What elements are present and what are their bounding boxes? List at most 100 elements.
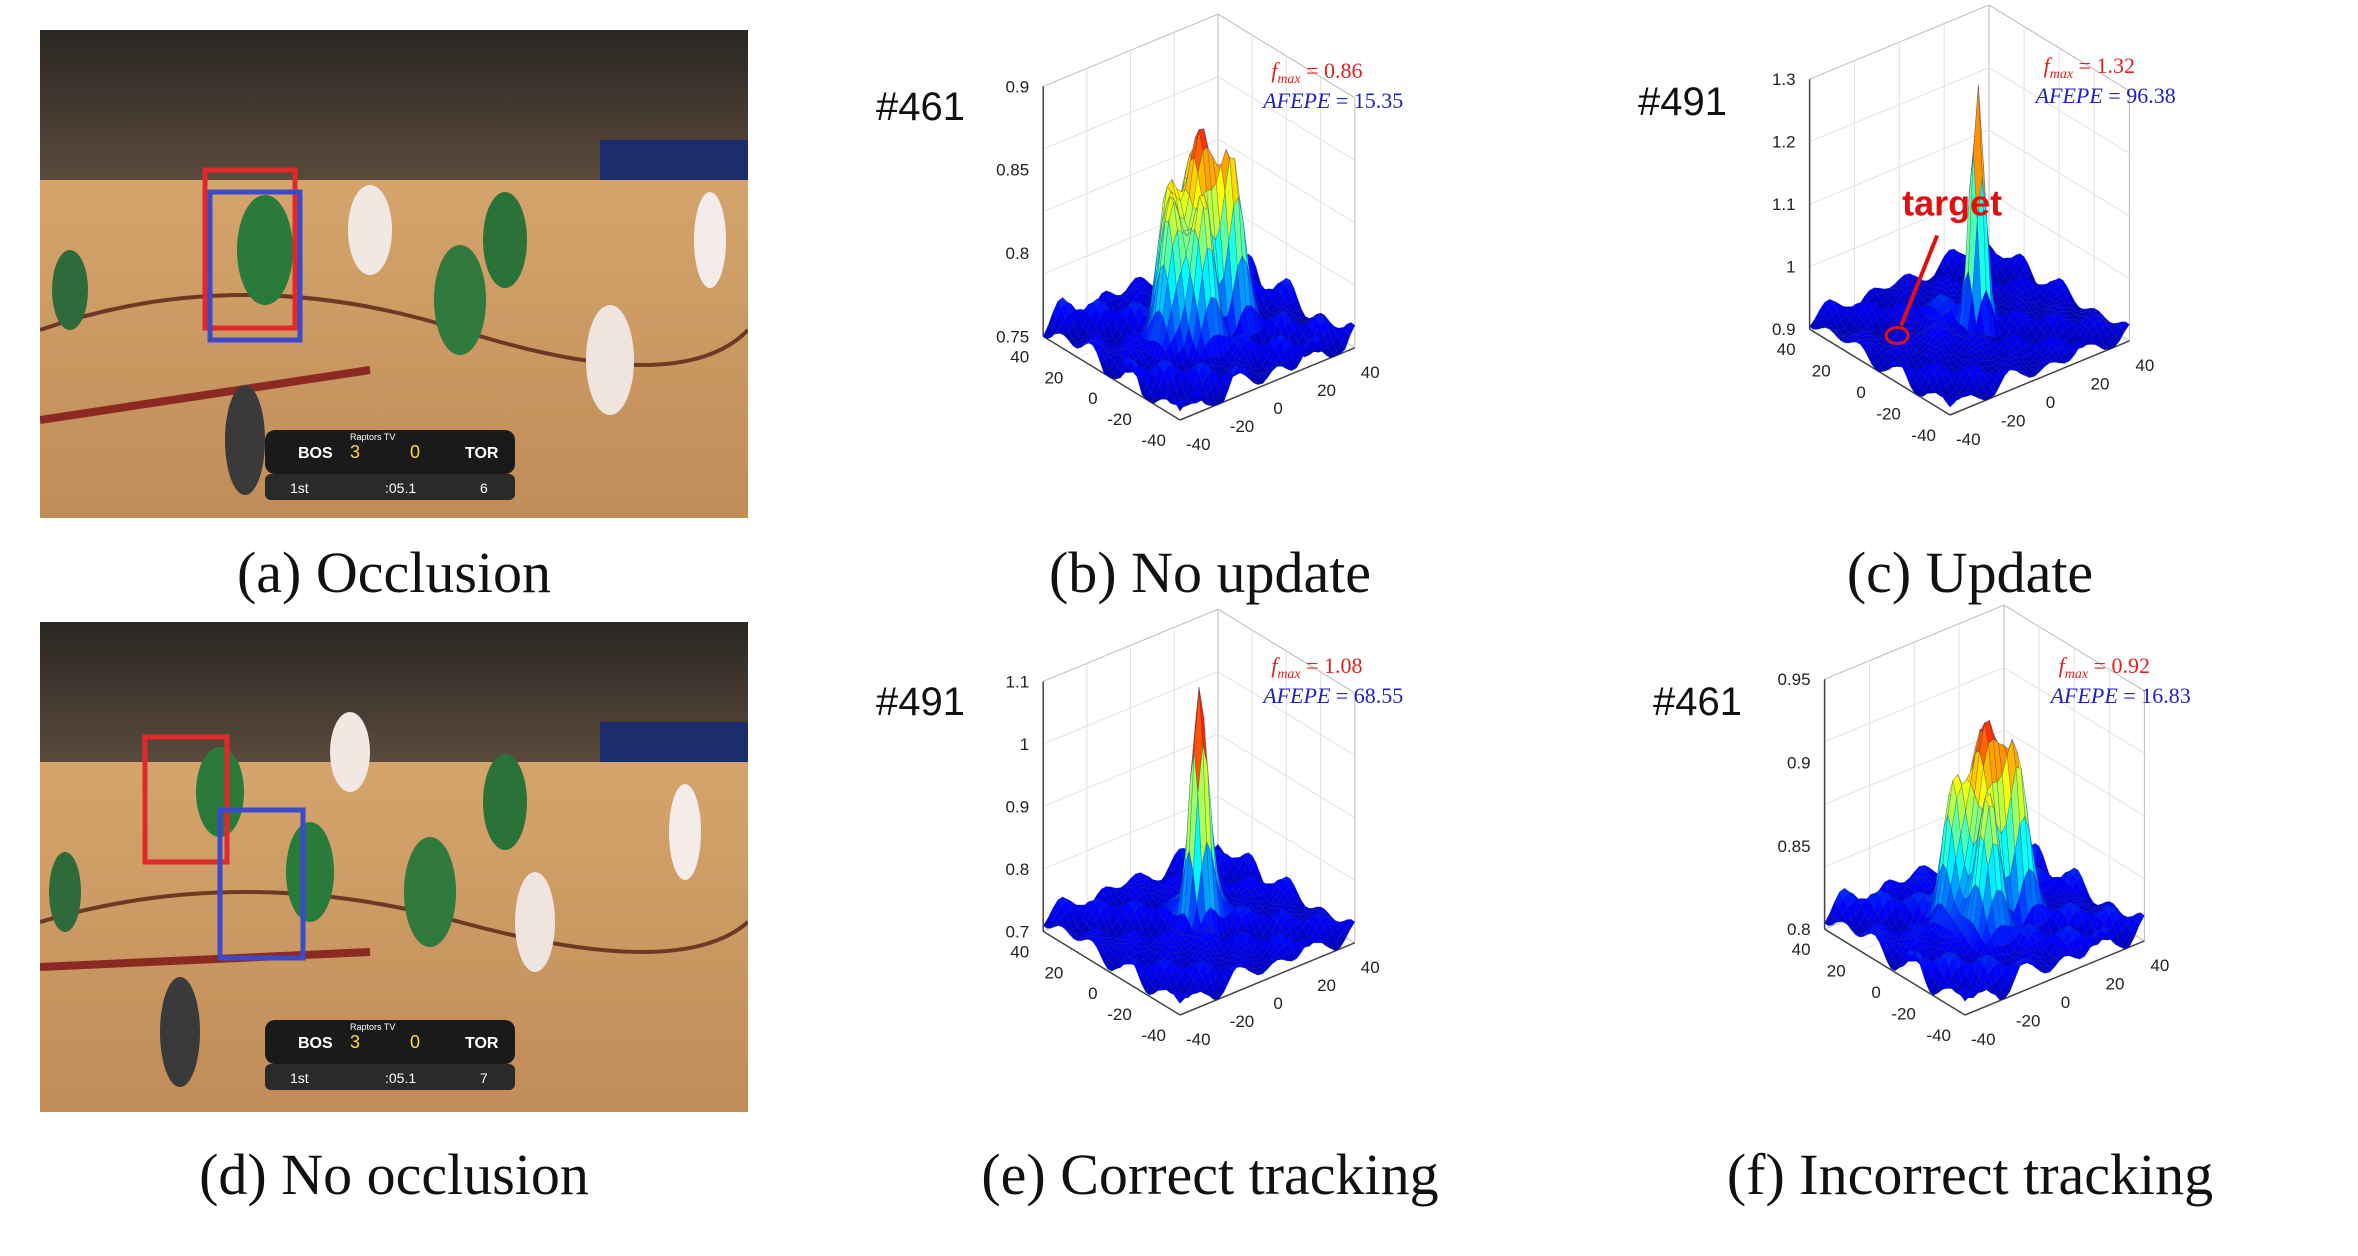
x-tick-label: -20 <box>1230 1012 1255 1031</box>
home-team: TOR <box>465 1035 499 1052</box>
afepe-stat: AFEPE = 15.35 <box>1261 88 1403 113</box>
y-tick-label: -20 <box>1891 1005 1916 1024</box>
plot-b: 0.9 0.85 0.8 0.75 40 20 0 -20 -40 -40 -20 0 20 40 #461… <box>800 13 1560 530</box>
scoreboard: BOS 3 0 TOR Raptors TV 1st :05.1 7 <box>265 1020 515 1090</box>
game-clock: :05.1 <box>385 480 416 496</box>
court-scene-a: BOS 3 0 TOR Raptors TV 1st :05.1 6 <box>40 30 748 518</box>
game-clock: :05.1 <box>385 1070 416 1086</box>
z-tick-label: 0.8 <box>1006 244 1030 263</box>
x-tick-label: -40 <box>1956 430 1981 449</box>
x-tick-label: 0 <box>2061 993 2070 1012</box>
shot-clock: 7 <box>480 1070 488 1086</box>
y-tick-label: -40 <box>1911 426 1936 445</box>
y-tick-label: -20 <box>1107 410 1132 429</box>
frame-id: #491 <box>876 680 965 724</box>
afepe-stat: AFEPE = 68.55 <box>1261 683 1403 708</box>
target-label: target <box>1902 183 2002 224</box>
fmax-stat: fmax = 0.92 <box>2059 653 2150 682</box>
x-tick-label: -40 <box>1971 1030 1996 1049</box>
x-tick-label: 0 <box>1273 994 1282 1013</box>
surface-mesh <box>1042 687 1356 1004</box>
frame-id: #491 <box>1638 80 1727 124</box>
z-tick-label: 1 <box>1020 735 1029 754</box>
away-score: 3 <box>350 1032 360 1052</box>
afepe-stat: AFEPE = 16.83 <box>2049 683 2191 708</box>
y-tick-label: -40 <box>1141 431 1166 450</box>
shot-clock: 6 <box>480 480 488 496</box>
y-tick-label: 0 <box>1088 984 1097 1003</box>
players <box>52 185 726 495</box>
frame-id: #461 <box>1653 680 1742 724</box>
home-score: 0 <box>410 442 420 462</box>
x-tick-label: 40 <box>2135 356 2154 375</box>
occlusion-box <box>202 167 298 331</box>
y-tick-label: 40 <box>1010 942 1029 961</box>
caption-d: (d) No occlusion <box>199 1142 589 1207</box>
photo-occlusion: BOS 3 0 TOR Raptors TV 1st :05.1 6 <box>40 30 748 518</box>
ad-board <box>600 140 748 180</box>
tracker-box <box>217 807 306 961</box>
y-tick-label: 20 <box>1812 362 1831 381</box>
y-tick-label: 0 <box>1871 983 1880 1002</box>
x-tick-label: 20 <box>2091 374 2110 393</box>
surface-mesh <box>1042 127 1356 412</box>
x-tick-label: 40 <box>2150 956 2169 975</box>
x-tick-label: 40 <box>1361 958 1380 977</box>
plot-f: 0.95 0.9 0.85 0.8 40 20 0 -20 -40 -40 -20 0 20 40 #461… <box>1575 604 2355 1125</box>
y-tick-label: -20 <box>1107 1005 1132 1024</box>
scoreboard: BOS 3 0 TOR Raptors TV 1st :05.1 6 <box>265 430 515 500</box>
z-tick-label: 0.8 <box>1006 860 1030 879</box>
frame-id: #461 <box>876 85 965 129</box>
x-tick-label: 40 <box>1361 363 1380 382</box>
x-tick-label: 0 <box>2046 393 2055 412</box>
x-tick-label: -20 <box>2001 411 2026 430</box>
z-tick-label: 0.9 <box>1006 77 1030 96</box>
y-tick-label: -40 <box>1926 1026 1951 1045</box>
z-tick-label: 0.9 <box>1006 797 1030 816</box>
players <box>49 712 701 1087</box>
y-tick-label: 20 <box>1044 963 1063 982</box>
z-tick-label: 0.8 <box>1787 920 1811 939</box>
y-tick-label: 40 <box>1010 347 1029 366</box>
paint-line <box>40 366 371 424</box>
ad-board <box>600 722 748 762</box>
y-tick-label: -20 <box>1876 405 1901 424</box>
surface-mesh <box>1824 719 2145 1002</box>
y-tick-label: 20 <box>1044 368 1063 387</box>
target-marker <box>1884 326 1910 346</box>
period: 1st <box>290 480 309 496</box>
x-tick-label: -20 <box>1230 417 1255 436</box>
z-tick-label: 0.75 <box>996 327 1029 346</box>
x-tick-label: 20 <box>2106 974 2125 993</box>
period: 1st <box>290 1070 309 1086</box>
fmax-stat: fmax = 1.08 <box>1271 653 1362 682</box>
home-team: TOR <box>465 445 499 462</box>
paint-line <box>40 948 371 971</box>
x-tick-label: 0 <box>1273 399 1282 418</box>
y-tick-label: 0 <box>1088 389 1097 408</box>
tracker-box <box>207 189 303 343</box>
caption-f: (f) Incorrect tracking <box>1726 1142 2214 1207</box>
surface-mesh <box>1809 85 2130 408</box>
z-tick-label: 1.3 <box>1772 70 1796 89</box>
court-scene-d: BOS 3 0 TOR Raptors TV 1st :05.1 7 <box>40 622 748 1112</box>
z-tick-label: 0.85 <box>996 161 1029 180</box>
y-tick-label: 20 <box>1827 962 1846 981</box>
plot-e: 1.1 1 0.9 0.8 0.7 40 20 0 -20 -40 -40 -20 0 20 40 #491 f… <box>800 608 1560 1125</box>
y-tick-label: 0 <box>1856 383 1865 402</box>
z-tick-label: 1.2 <box>1772 133 1796 152</box>
caption-b: (b) No update <box>1048 540 1372 605</box>
network-label: Raptors TV <box>350 432 395 442</box>
z-tick-label: 0.9 <box>1787 754 1811 773</box>
target-annotation: target <box>1884 183 2002 346</box>
x-tick-label: 20 <box>1317 976 1336 995</box>
y-tick-label: 40 <box>1777 340 1796 359</box>
network-label: Raptors TV <box>350 1022 395 1032</box>
z-tick-label: 1 <box>1786 258 1795 277</box>
away-score: 3 <box>350 442 360 462</box>
x-tick-label: -40 <box>1186 435 1211 454</box>
